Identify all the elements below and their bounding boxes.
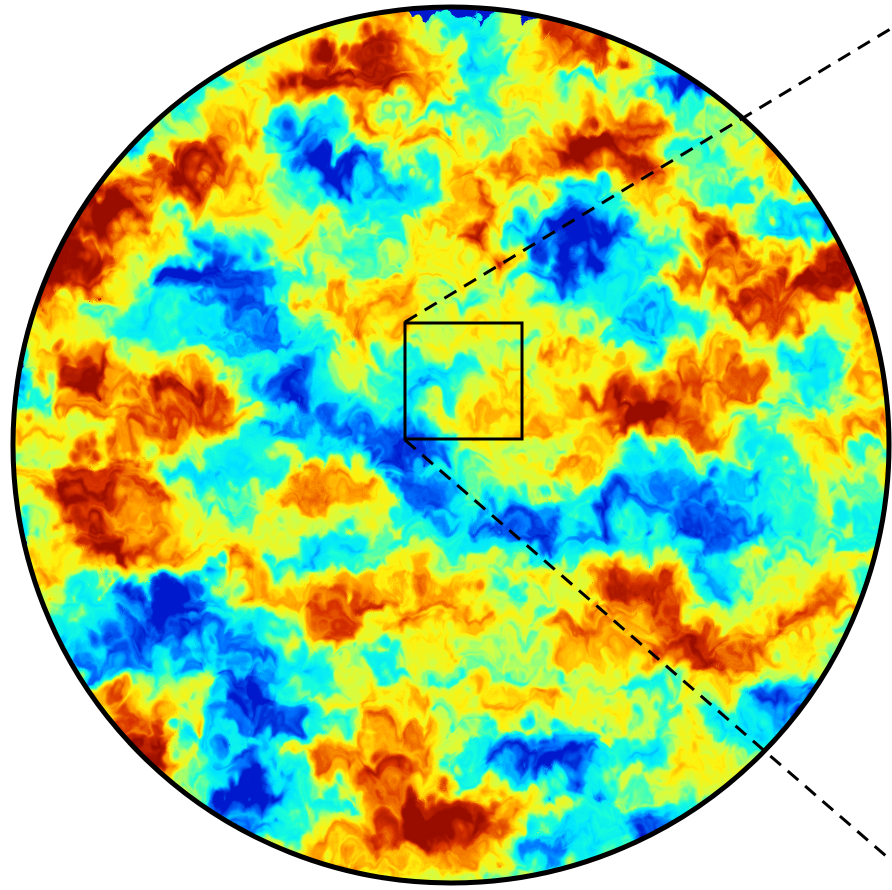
page	[0, 0, 892, 890]
turbulence-figure	[0, 0, 892, 890]
